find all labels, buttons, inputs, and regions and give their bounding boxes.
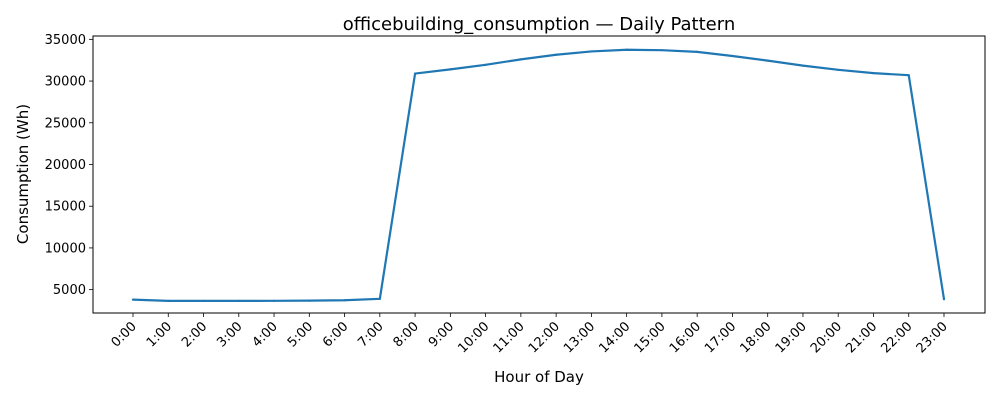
data-point — [519, 58, 522, 61]
data-point — [942, 298, 946, 301]
x-tick-label: 7:00 — [355, 319, 386, 350]
data-point — [167, 299, 170, 303]
x-axis-label: Hour of Day — [494, 368, 584, 386]
plot-area — [93, 36, 985, 313]
x-tick-label: 16:00 — [667, 319, 704, 356]
x-tick-label: 21:00 — [843, 319, 880, 356]
data-point — [237, 299, 240, 303]
data-point — [801, 64, 805, 67]
x-tick-label: 18:00 — [737, 319, 774, 356]
x-tick-label: 17:00 — [702, 319, 739, 356]
x-tick-label: 5:00 — [285, 319, 316, 350]
x-tick-label: 10:00 — [455, 319, 492, 356]
data-point — [696, 50, 699, 53]
y-axis-label: Consumption (Wh) — [14, 104, 32, 244]
data-point — [484, 63, 487, 66]
data-point — [837, 68, 840, 71]
data-point — [555, 53, 558, 56]
y-tick-label: 15000 — [45, 200, 86, 215]
x-tick-label: 14:00 — [596, 319, 633, 356]
data-point — [413, 72, 417, 75]
y-tick-label: 20000 — [45, 158, 86, 173]
y-tick-label: 10000 — [45, 241, 86, 256]
x-tick-label: 4:00 — [250, 319, 281, 350]
x-tick-label: 23:00 — [914, 319, 951, 356]
data-point — [731, 54, 734, 58]
data-point — [308, 299, 311, 302]
data-point — [272, 299, 276, 302]
x-tick-label: 8:00 — [391, 319, 422, 350]
y-tick-label: 5000 — [53, 283, 86, 298]
data-point — [202, 299, 205, 303]
x-tick-label: 3:00 — [214, 319, 245, 350]
data-point — [590, 50, 593, 53]
y-axis-ticks: 5000 10000 15000 20000 25000 30000 35000 — [45, 33, 93, 298]
x-tick-label: 11:00 — [491, 319, 528, 356]
x-tick-label: 6:00 — [320, 319, 351, 350]
data-point — [131, 298, 135, 301]
series-line — [132, 48, 946, 302]
chart-title: officebuilding_consumption — Daily Patte… — [343, 14, 736, 35]
x-axis-ticks: 0:00 1:00 2:00 3:00 4:00 5:00 6:00 7:00 8:00 9:00… — [109, 313, 951, 356]
y-tick-label: 30000 — [45, 75, 86, 90]
data-point — [343, 299, 346, 302]
x-tick-label: 12:00 — [526, 319, 563, 356]
data-point — [907, 74, 910, 77]
data-point — [660, 49, 664, 52]
x-tick-label: 9:00 — [426, 319, 457, 350]
x-tick-label: 15:00 — [632, 319, 669, 356]
data-point — [625, 48, 628, 51]
plot-frame — [92, 35, 986, 314]
data-point — [872, 72, 875, 75]
x-tick-label: 13:00 — [561, 319, 598, 356]
x-tick-label: 22:00 — [878, 319, 915, 356]
data-point — [766, 59, 769, 62]
data-point — [378, 297, 381, 300]
x-tick-label: 1:00 — [144, 319, 175, 350]
data-points — [131, 48, 946, 303]
y-tick-label: 35000 — [45, 33, 86, 48]
x-tick-label: 20:00 — [808, 319, 845, 356]
x-tick-label: 2:00 — [179, 319, 210, 350]
x-tick-label: 0:00 — [109, 319, 140, 350]
x-tick-label: 19:00 — [773, 319, 810, 356]
y-tick-label: 25000 — [45, 116, 86, 131]
data-point — [449, 68, 452, 71]
